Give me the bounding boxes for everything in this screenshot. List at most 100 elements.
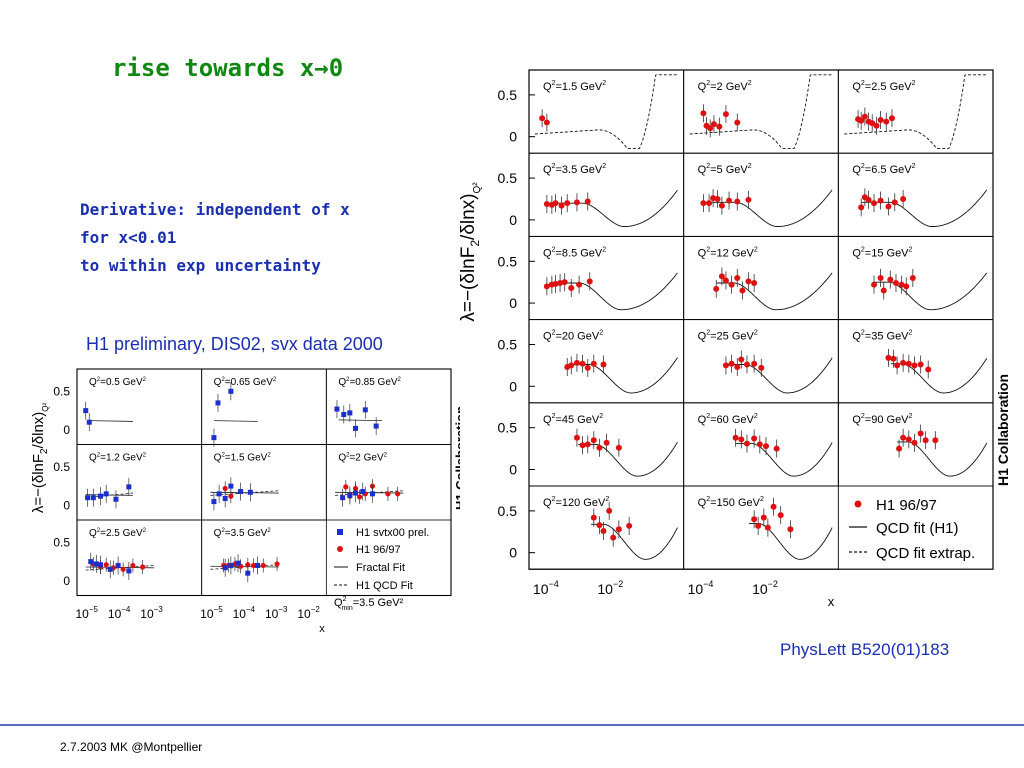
y-tick-label: 0.5 [53,384,70,398]
svtx-data-point [373,423,379,429]
data-point [576,281,583,288]
left-legend: H1 svtx00 prel. H1 96/97 Fractal Fit H1 QCD… [334,527,429,612]
data-point [573,199,580,206]
x-tick-label: 10−3 [140,605,163,621]
left-panel-q2-0p85: Q2=0.85 GeV2 [325,368,452,445]
data-point [900,434,907,441]
svtx-data-point [222,495,228,501]
panel-label: Q2=2.5 GeV2 [852,80,915,93]
data-point [568,285,575,292]
fractal-fit-line [89,420,133,422]
svtx-data-point [238,489,244,495]
y-tick-label: 0 [63,423,70,437]
y-tick-label: 0.5 [53,460,70,474]
data-point [543,119,550,126]
data-point [557,280,564,287]
panel-frame [683,485,839,570]
panel-q2-12: Q2=12 GeV2 [683,235,839,321]
data-point [922,437,929,444]
data-point [561,279,568,286]
data-point [738,436,745,443]
note-line-3: to within exp uncertainty [80,256,321,275]
data-point [732,434,739,441]
data-point [925,366,932,373]
h1-data-point [222,485,228,492]
panel-label: Q2=90 GeV2 [852,413,912,426]
data-point [880,287,887,294]
data-point [734,119,741,126]
data-point [858,204,865,211]
data-point [890,355,897,362]
data-point [728,360,735,367]
qcd-fit-curve [726,357,833,394]
data-point [734,198,741,205]
legend-label: H1 QCD Fit [356,580,413,592]
left-panel-q2-2p5: Q2=2.5 GeV2 [76,519,203,596]
h1-data-point [343,484,349,490]
data-point [869,120,876,127]
svtx-data-point [113,496,119,502]
svtx-data-point [222,565,228,571]
data-point [710,195,717,202]
fractal-fit-line [335,491,404,494]
left-panel-q2-3p5: Q2=3.5 GeV2 [201,519,327,596]
h1-qcd-fit-line [210,564,279,570]
data-point [579,360,586,367]
data-point [743,361,750,368]
panel-label: Q2=5 GeV2 [698,163,752,176]
y-tick-label: 0.5 [498,420,518,436]
data-point [743,440,750,447]
svtx-data-point [340,495,346,501]
y-tick-label: 0 [509,378,517,394]
qcd-extrap-curve [844,74,987,149]
panel-frame [201,519,327,596]
x-tick-label: 10−4 [108,605,131,621]
data-point [777,512,784,519]
panel-label: Q2=1.5 GeV2 [214,453,272,464]
x-tick-label: 10−3 [265,605,288,621]
qcd-fit-curve [749,522,833,560]
data-point [707,125,714,132]
data-point [584,364,591,371]
x-tick-label: 10−2 [597,579,623,597]
data-point [714,195,721,202]
data-point [917,430,924,437]
data-point [626,522,633,529]
legend-label: QCD fit extrap. [876,545,975,562]
panel-label: Q2=3.5 GeV2 [543,163,606,176]
data-point [758,364,765,371]
svtx-data-point [211,499,217,505]
svtx-data-point [88,559,94,565]
data-point [911,439,918,446]
data-point [898,281,905,288]
panel-label: Q2=2.5 GeV2 [89,528,147,539]
data-point [745,278,752,285]
data-point [606,507,613,514]
panel-label: Q2=1.2 GeV2 [89,453,147,464]
y-axis-label: λ=−(δlnF2/δlnx)Q² [458,182,483,322]
data-point [573,359,580,366]
left-panel-q2-0p5: Q2=0.5 GeV2 [76,368,203,445]
note-line-1: Derivative: independent of x [80,200,350,219]
qcd-fit-curve [591,523,678,560]
x-tick-label: 10−5 [200,605,223,621]
y-tick-label: 0 [509,212,517,228]
panel-label: Q2=45 GeV2 [543,413,603,426]
data-point [600,361,607,368]
svtx-data-point [369,491,375,497]
qcd-fit-curve [578,441,678,477]
y-tick-label: 0 [63,498,70,512]
footer-divider [0,724,1024,726]
data-point [896,445,903,452]
qcd-fit-curve [568,357,678,394]
svtx-data-point [235,560,241,566]
panel-label: Q2=2 GeV2 [338,453,387,464]
data-point [710,121,717,128]
data-point [877,116,884,123]
panel-label: Q2=6.5 GeV2 [852,163,915,176]
data-point [751,516,758,523]
left-panel-q2-2: Q2=2 GeV2 [325,444,452,521]
data-point [751,360,758,367]
svtx-data-point [107,566,113,572]
panel-q2-15: Q2=15 GeV2 [837,235,994,321]
